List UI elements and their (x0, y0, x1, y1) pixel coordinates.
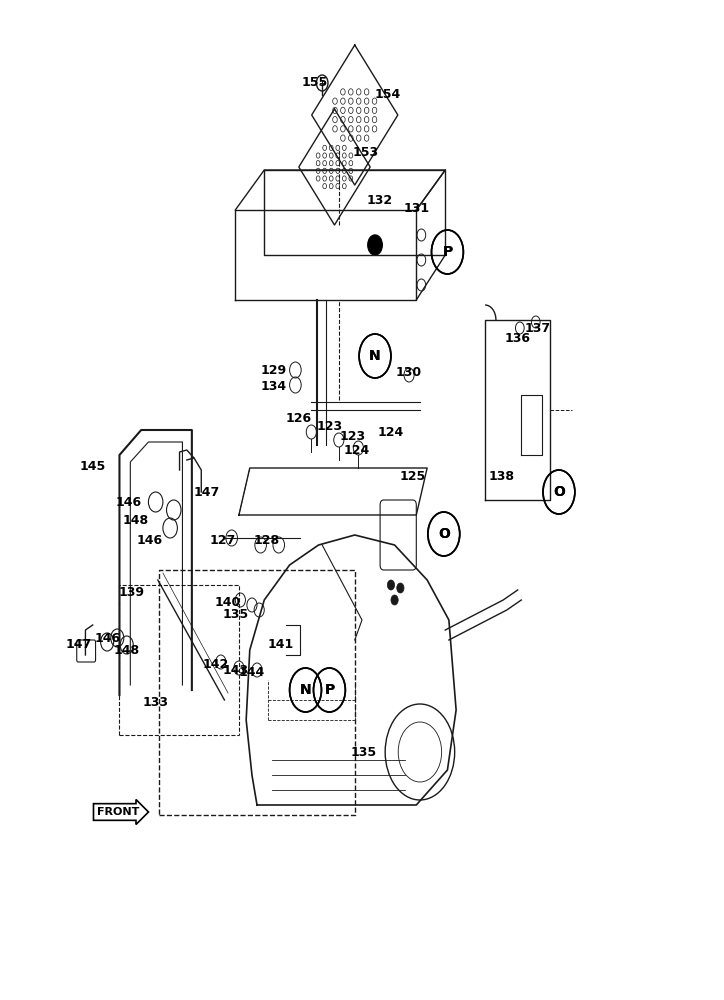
Circle shape (316, 75, 328, 91)
Text: 145: 145 (80, 460, 106, 473)
Text: 128: 128 (253, 534, 279, 546)
Text: 135: 135 (350, 746, 376, 758)
Text: 146: 146 (94, 632, 120, 645)
Text: 137: 137 (524, 322, 550, 334)
Text: O: O (553, 485, 565, 499)
Text: 147: 147 (193, 486, 219, 498)
Circle shape (397, 583, 404, 593)
Text: 153: 153 (353, 146, 379, 159)
Text: P: P (324, 683, 334, 697)
Text: N: N (300, 683, 311, 697)
Text: 135: 135 (222, 608, 248, 621)
Text: 144: 144 (239, 666, 265, 678)
Text: 146: 146 (137, 534, 163, 546)
Text: 126: 126 (286, 412, 312, 424)
Text: 133: 133 (143, 696, 169, 708)
Text: P: P (442, 245, 452, 259)
Text: 132: 132 (367, 194, 393, 207)
Text: O: O (438, 527, 450, 541)
Text: N: N (369, 349, 381, 363)
Text: 127: 127 (210, 534, 236, 546)
Text: 138: 138 (489, 470, 515, 483)
Text: FRONT: FRONT (97, 807, 139, 817)
Text: 123: 123 (316, 420, 342, 434)
Text: P: P (324, 683, 334, 697)
Text: O: O (553, 485, 565, 499)
Text: 136: 136 (505, 332, 531, 344)
Text: N: N (300, 683, 311, 697)
Text: 124: 124 (343, 444, 369, 456)
Text: 154: 154 (374, 89, 400, 102)
Text: 139: 139 (119, 585, 145, 598)
Text: 129: 129 (261, 363, 287, 376)
Text: 146: 146 (116, 496, 142, 510)
Text: N: N (369, 349, 381, 363)
Text: 125: 125 (400, 470, 426, 483)
Text: 141: 141 (268, 639, 294, 652)
Text: 140: 140 (215, 595, 241, 608)
Text: 142: 142 (203, 658, 229, 672)
Circle shape (391, 595, 398, 605)
Text: 143: 143 (222, 664, 248, 676)
Text: 123: 123 (340, 430, 366, 444)
Text: P: P (442, 245, 452, 259)
Text: O: O (438, 527, 450, 541)
Text: 147: 147 (65, 639, 91, 652)
Text: 148: 148 (114, 644, 140, 656)
Text: 131: 131 (403, 202, 429, 215)
Circle shape (368, 235, 382, 255)
Text: 148: 148 (123, 514, 149, 526)
Text: 134: 134 (261, 380, 287, 393)
Text: 124: 124 (378, 426, 404, 438)
Circle shape (387, 580, 395, 590)
Text: 130: 130 (396, 365, 422, 378)
Text: 155: 155 (302, 76, 328, 89)
